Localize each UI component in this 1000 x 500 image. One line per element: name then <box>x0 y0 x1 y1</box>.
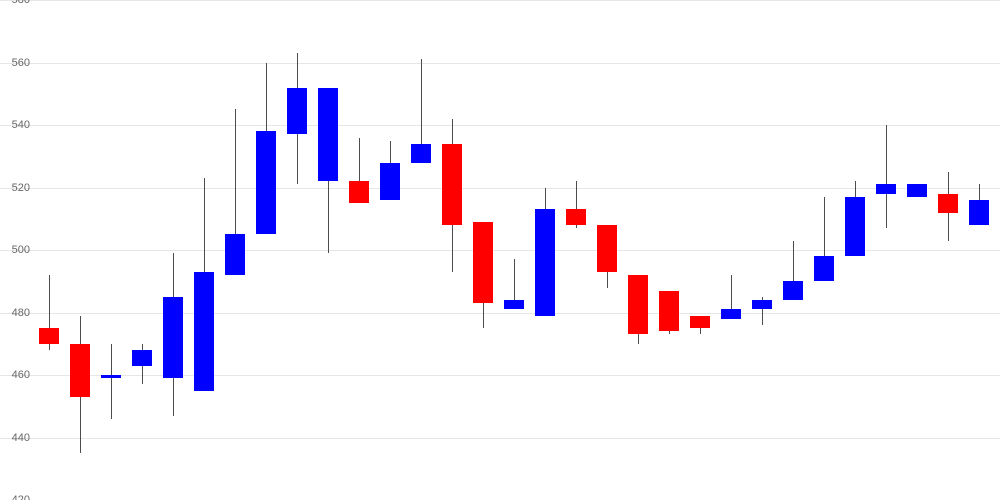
candle-body <box>504 300 524 309</box>
candle-body <box>845 197 865 256</box>
candle-body <box>628 275 648 334</box>
gridline <box>0 313 1000 314</box>
gridline <box>0 375 1000 376</box>
gridline <box>0 188 1000 189</box>
candle-body <box>132 350 152 366</box>
candle-body <box>473 222 493 303</box>
candle-body <box>39 328 59 344</box>
candle-body <box>659 291 679 332</box>
y-axis-label: 560 <box>2 57 30 69</box>
y-axis-label: 440 <box>2 432 30 444</box>
candle-body <box>597 225 617 272</box>
candle-body <box>101 375 121 378</box>
gridline <box>0 63 1000 64</box>
candle-body <box>349 181 369 203</box>
candle-body <box>938 194 958 213</box>
y-axis-label: 420 <box>2 494 30 500</box>
candle-wick <box>111 344 112 419</box>
candle-body <box>256 131 276 234</box>
candle-body <box>70 344 90 397</box>
candle-wick <box>886 125 887 228</box>
candle-body <box>225 234 245 275</box>
y-axis-label: 540 <box>2 119 30 131</box>
gridline <box>0 438 1000 439</box>
candle-body <box>721 309 741 318</box>
candle-body <box>318 88 338 182</box>
candle-body <box>535 209 555 315</box>
candle-body <box>690 316 710 329</box>
y-axis-label: 520 <box>2 182 30 194</box>
candle-body <box>411 144 431 163</box>
gridline <box>0 0 1000 1</box>
candle-body <box>907 184 927 197</box>
candle-body <box>442 144 462 225</box>
candle-body <box>380 163 400 201</box>
y-axis-label: 480 <box>2 307 30 319</box>
candle-body <box>969 200 989 225</box>
candle-body <box>566 209 586 225</box>
y-axis-label: 580 <box>2 0 30 6</box>
candle-body <box>752 300 772 309</box>
y-axis-label: 500 <box>2 244 30 256</box>
candle-body <box>783 281 803 300</box>
y-axis-label: 460 <box>2 369 30 381</box>
candle-body <box>876 184 896 193</box>
candle-body <box>163 297 183 378</box>
gridline <box>0 125 1000 126</box>
candlestick-chart: 420 440 460 480 500 520 540 560 580 <box>0 0 1000 500</box>
candle-body <box>194 272 214 391</box>
candle-body <box>287 88 307 135</box>
candle-body <box>814 256 834 281</box>
